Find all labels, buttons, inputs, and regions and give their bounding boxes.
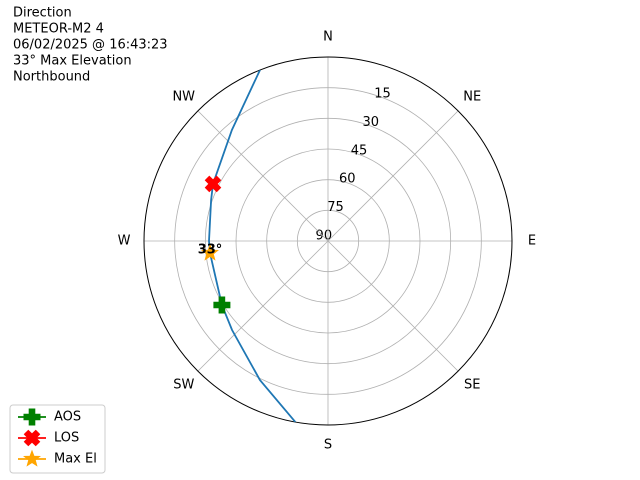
title-line: Northbound: [13, 70, 90, 85]
theta-tick-label: S: [324, 438, 332, 453]
theta-tick-label: E: [528, 234, 536, 249]
legend-label: LOS: [54, 431, 79, 446]
theta-tick-label: NW: [172, 89, 195, 104]
marker-plus: [213, 296, 231, 314]
r-tick-label: 30: [362, 115, 379, 130]
grid-spoke: [327, 240, 459, 372]
legend-marker: [23, 408, 41, 426]
title-line: 06/02/2025 @ 16:43:23: [13, 38, 168, 53]
title-line: METEOR-M2 4: [13, 22, 104, 37]
legend-label: Max El: [54, 452, 97, 467]
title-line: 33° Max Elevation: [13, 54, 132, 69]
marker-x: [204, 175, 222, 193]
theta-tick-label: W: [118, 234, 131, 249]
legend-marker: [23, 429, 41, 447]
legend-label: AOS: [54, 410, 81, 425]
grid-spoke: [197, 110, 329, 242]
r-tick-label: 45: [351, 143, 368, 158]
theta-tick-label: N: [323, 30, 333, 45]
grid-spoke: [327, 110, 459, 242]
theta-tick-label: SE: [464, 378, 480, 393]
plot-frame: [143, 56, 513, 426]
title-line: Direction: [13, 6, 72, 21]
grid-spoke: [197, 240, 329, 372]
legend-marker: [23, 449, 41, 467]
theta-tick-label: SW: [173, 378, 194, 393]
r-tick-label: 15: [374, 87, 391, 102]
r-tick-label: 75: [327, 200, 344, 215]
theta-tick-label: NE: [463, 89, 481, 104]
marker-star: [201, 243, 219, 261]
annotation: 33°: [198, 242, 223, 257]
r-tick-label: 60: [339, 172, 356, 187]
